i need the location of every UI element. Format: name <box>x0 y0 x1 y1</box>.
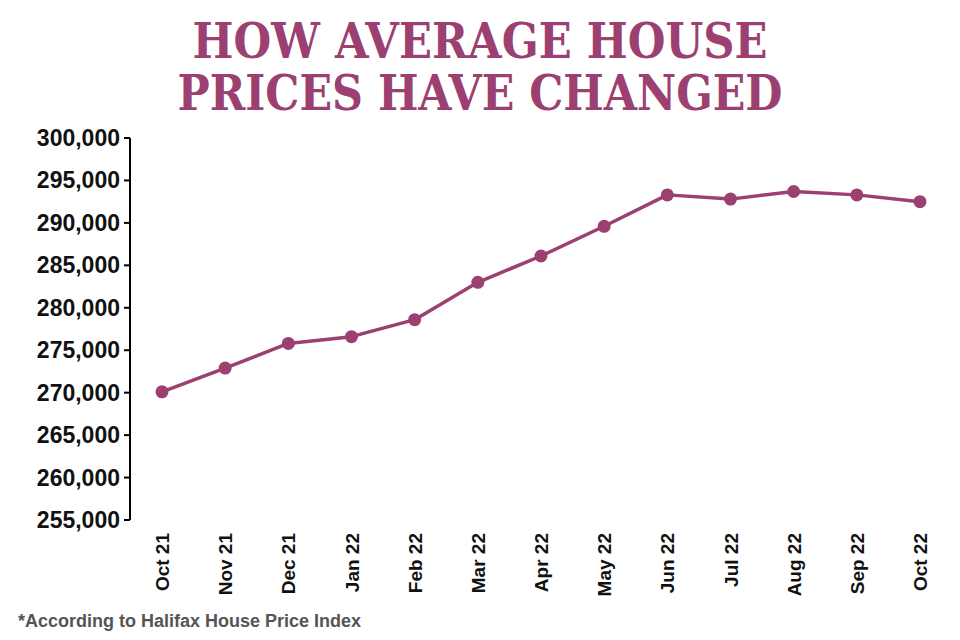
y-tick <box>124 307 130 309</box>
footnote: *According to Halifax House Price Index <box>18 611 361 631</box>
y-tick-label: 285,000 <box>37 252 120 278</box>
chart-title: HOW AVERAGE HOUSEPRICES HAVE CHANGED <box>178 13 783 121</box>
y-tick-label: 290,000 <box>37 210 120 236</box>
y-axis-line <box>129 138 131 520</box>
data-point <box>850 188 863 201</box>
y-tick-label: 260,000 <box>37 465 120 491</box>
x-tick-label: Feb 22 <box>405 533 426 593</box>
x-tick-label: Jan 22 <box>342 533 363 592</box>
data-point <box>471 276 484 289</box>
y-tick <box>124 434 130 436</box>
data-point <box>598 220 611 233</box>
x-tick-label: Apr 22 <box>531 533 552 592</box>
chart-title-line: HOW AVERAGE HOUSE <box>193 13 768 69</box>
data-point <box>787 185 800 198</box>
y-tick-label: 300,000 <box>37 125 120 151</box>
data-point <box>345 330 358 343</box>
x-tick-label: Jul 22 <box>721 533 742 587</box>
x-tick-label: Dec 21 <box>278 533 299 595</box>
y-tick-label: 295,000 <box>37 167 120 193</box>
x-tick-label: Oct 21 <box>152 533 173 592</box>
x-tick-label: Sep 22 <box>847 533 868 594</box>
x-tick-label: Aug 22 <box>784 533 805 596</box>
data-point <box>282 337 295 350</box>
x-tick-label: May 22 <box>594 533 615 596</box>
chart-container: HOW AVERAGE HOUSEPRICES HAVE CHANGED 255,… <box>0 0 960 640</box>
chart-title-line: PRICES HAVE CHANGED <box>178 65 783 121</box>
x-tick-label: Nov 21 <box>215 533 236 596</box>
y-tick-label: 280,000 <box>37 295 120 321</box>
y-tick-label: 265,000 <box>37 422 120 448</box>
data-point <box>661 188 674 201</box>
y-tick <box>124 477 130 479</box>
y-tick-label: 255,000 <box>37 507 120 533</box>
data-point <box>408 313 421 326</box>
y-tick-label: 270,000 <box>37 380 120 406</box>
data-point <box>219 362 232 375</box>
y-tick <box>124 222 130 224</box>
data-point <box>156 385 169 398</box>
y-tick <box>124 137 130 139</box>
y-tick <box>124 349 130 351</box>
data-point <box>535 249 548 262</box>
x-tick-label: Jun 22 <box>657 533 678 593</box>
chart-svg: HOW AVERAGE HOUSEPRICES HAVE CHANGED 255,… <box>0 0 960 640</box>
y-tick <box>124 392 130 394</box>
data-group <box>156 185 927 398</box>
data-line <box>162 191 920 391</box>
y-tick <box>124 519 130 521</box>
data-point <box>914 195 927 208</box>
x-tick-label: Mar 22 <box>468 533 489 593</box>
y-tick <box>124 264 130 266</box>
y-tick-label: 275,000 <box>37 337 120 363</box>
x-tick-label: Oct 22 <box>910 533 931 591</box>
data-point <box>724 193 737 206</box>
y-tick <box>124 179 130 181</box>
